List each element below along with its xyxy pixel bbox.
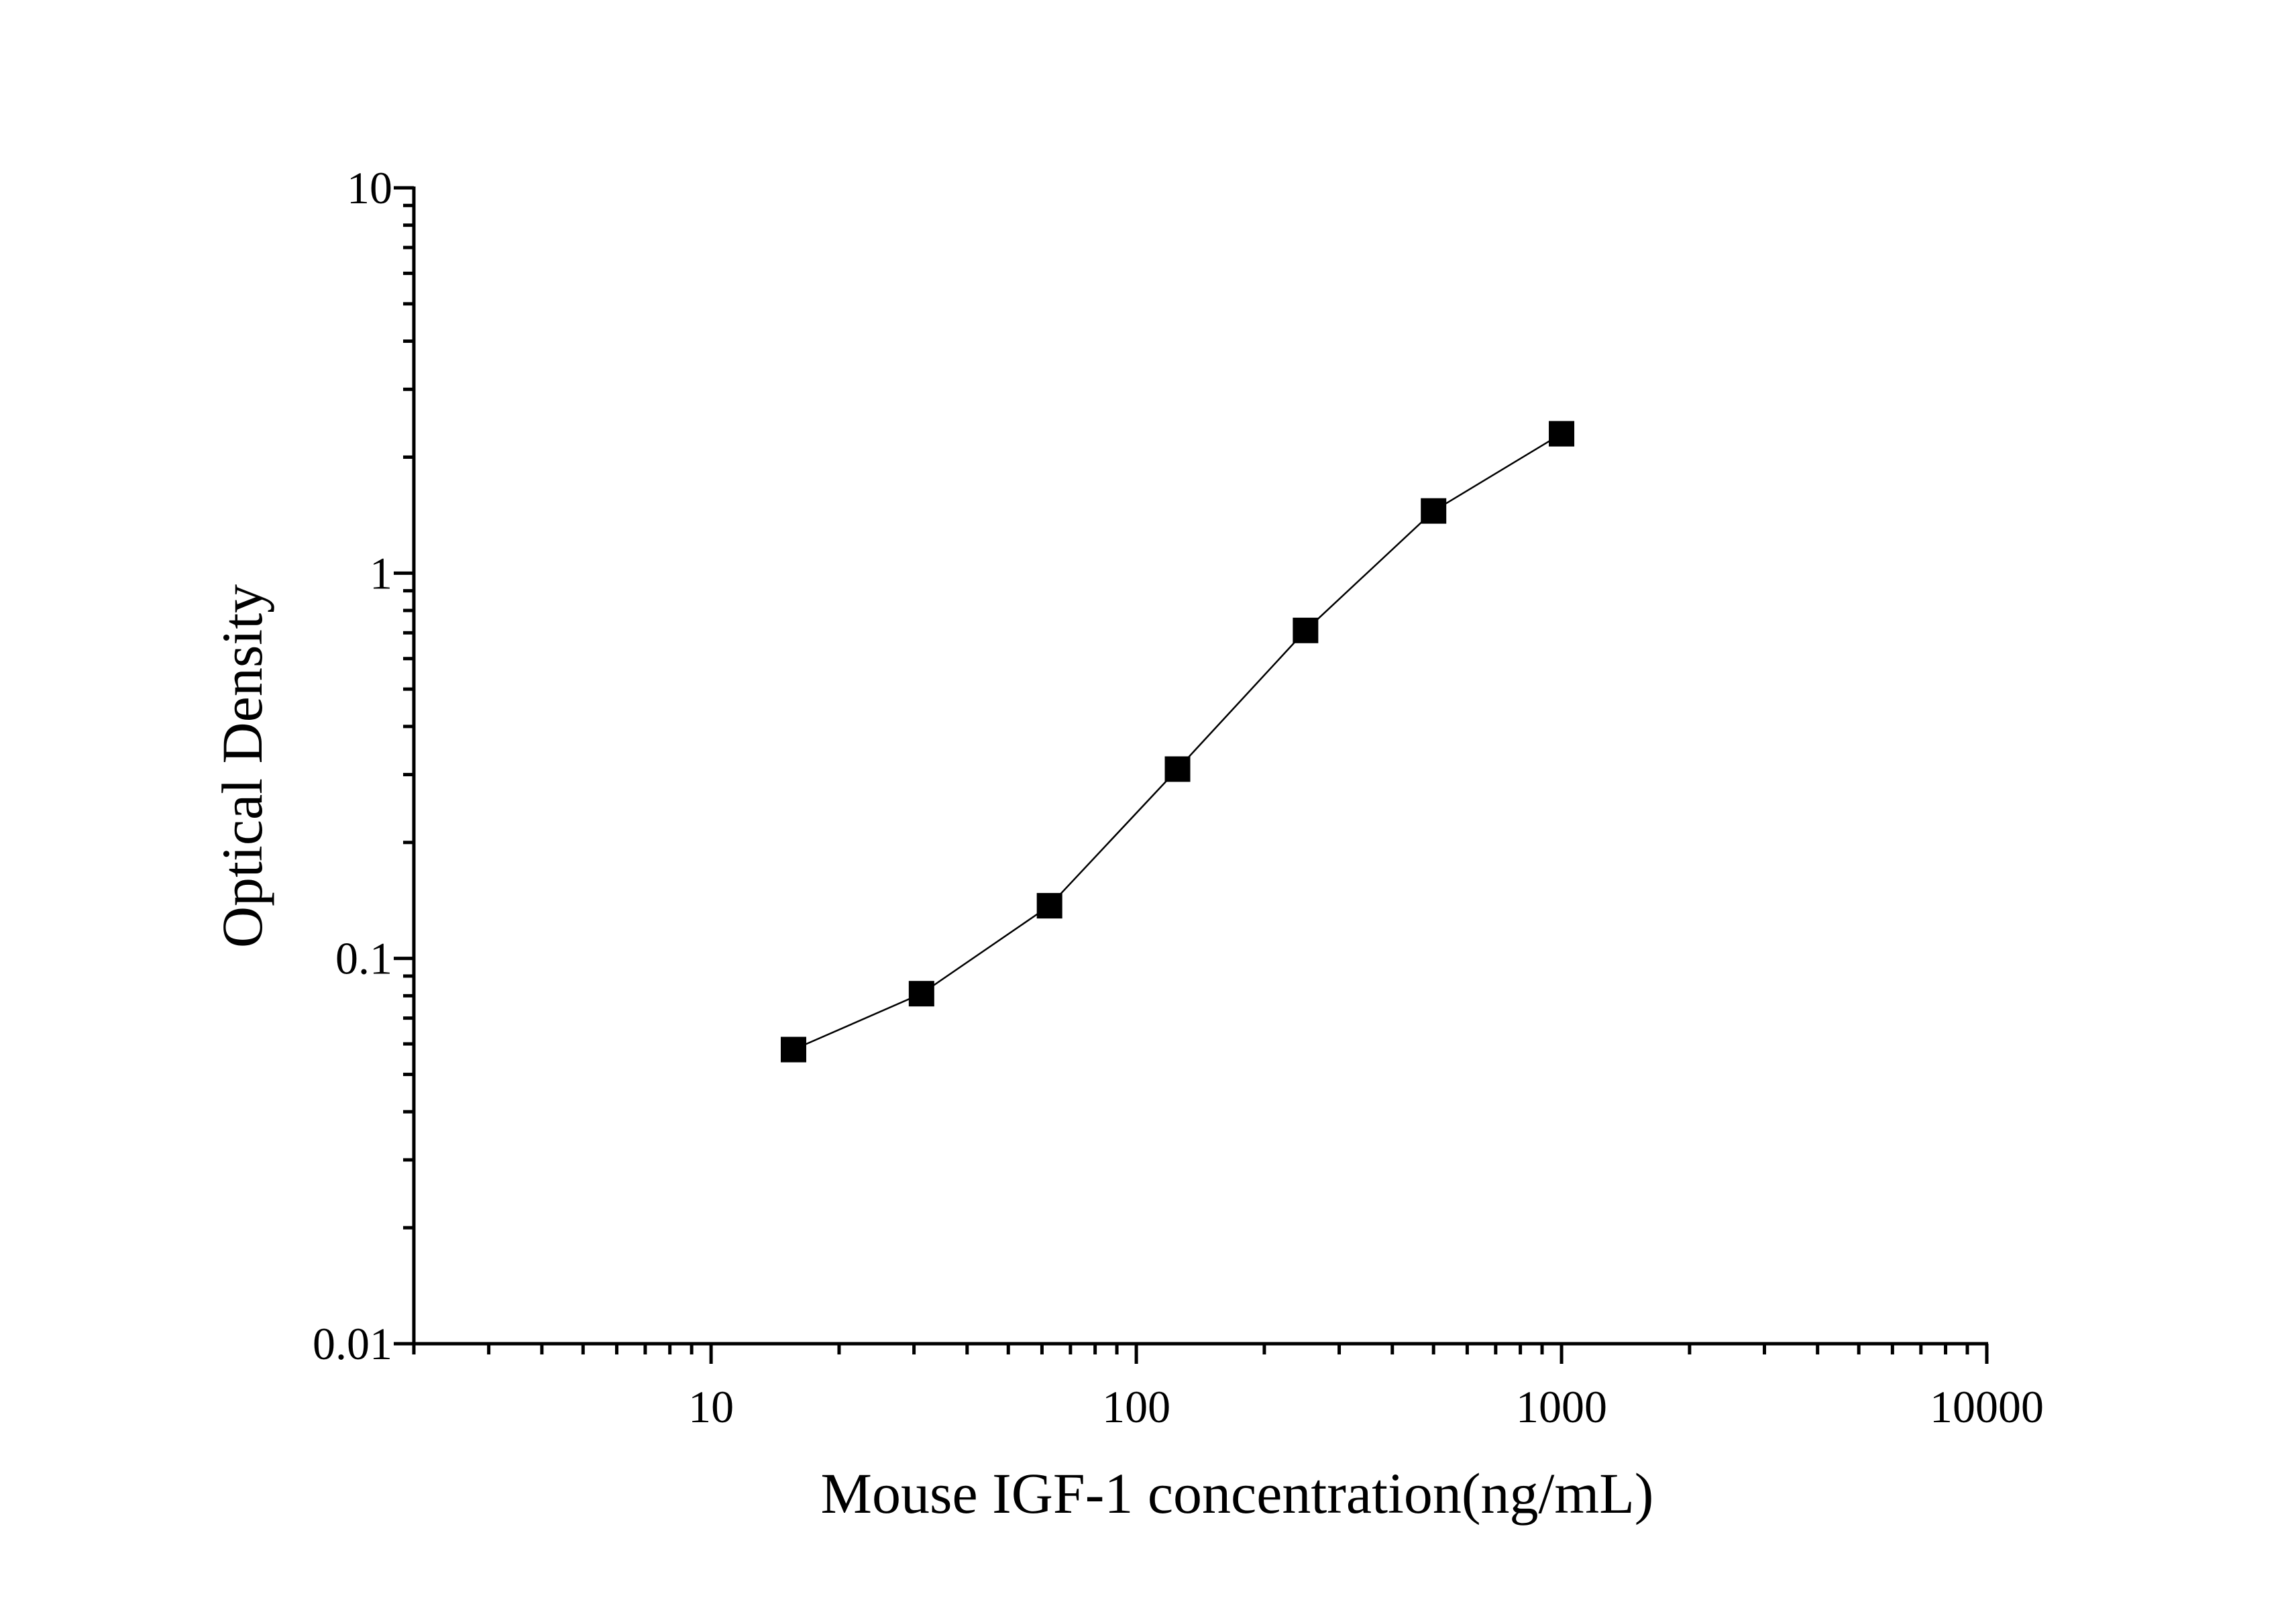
x-ticks: 10 100 1000 10000 xyxy=(412,1344,2044,1432)
y-ticks: 0.01 0.1 1 10 xyxy=(313,162,414,1369)
axes-group xyxy=(412,186,1988,1346)
y-tick-label: 10 xyxy=(347,162,392,213)
data-point xyxy=(1421,498,1447,524)
data-point xyxy=(780,1036,806,1063)
data-point xyxy=(1293,617,1319,643)
x-tick-label: 1000 xyxy=(1516,1381,1607,1432)
data-point xyxy=(1164,756,1191,782)
series-group xyxy=(780,421,1575,1063)
series-line xyxy=(793,433,1562,1051)
y-tick-label: 1 xyxy=(370,547,392,598)
x-tick-label: 10 xyxy=(688,1381,734,1432)
x-tick-label: 100 xyxy=(1102,1381,1170,1432)
y-axis-title: Optical Density xyxy=(210,584,274,948)
data-point xyxy=(908,981,934,1007)
x-axis-title: Mouse IGF-1 concentration(ng/mL) xyxy=(821,1461,1654,1526)
data-point xyxy=(1549,421,1575,447)
y-tick-label: 0.01 xyxy=(313,1318,392,1369)
x-tick-label: 10000 xyxy=(1930,1381,2044,1432)
data-point xyxy=(1036,893,1062,919)
y-tick-label: 0.1 xyxy=(335,933,392,984)
